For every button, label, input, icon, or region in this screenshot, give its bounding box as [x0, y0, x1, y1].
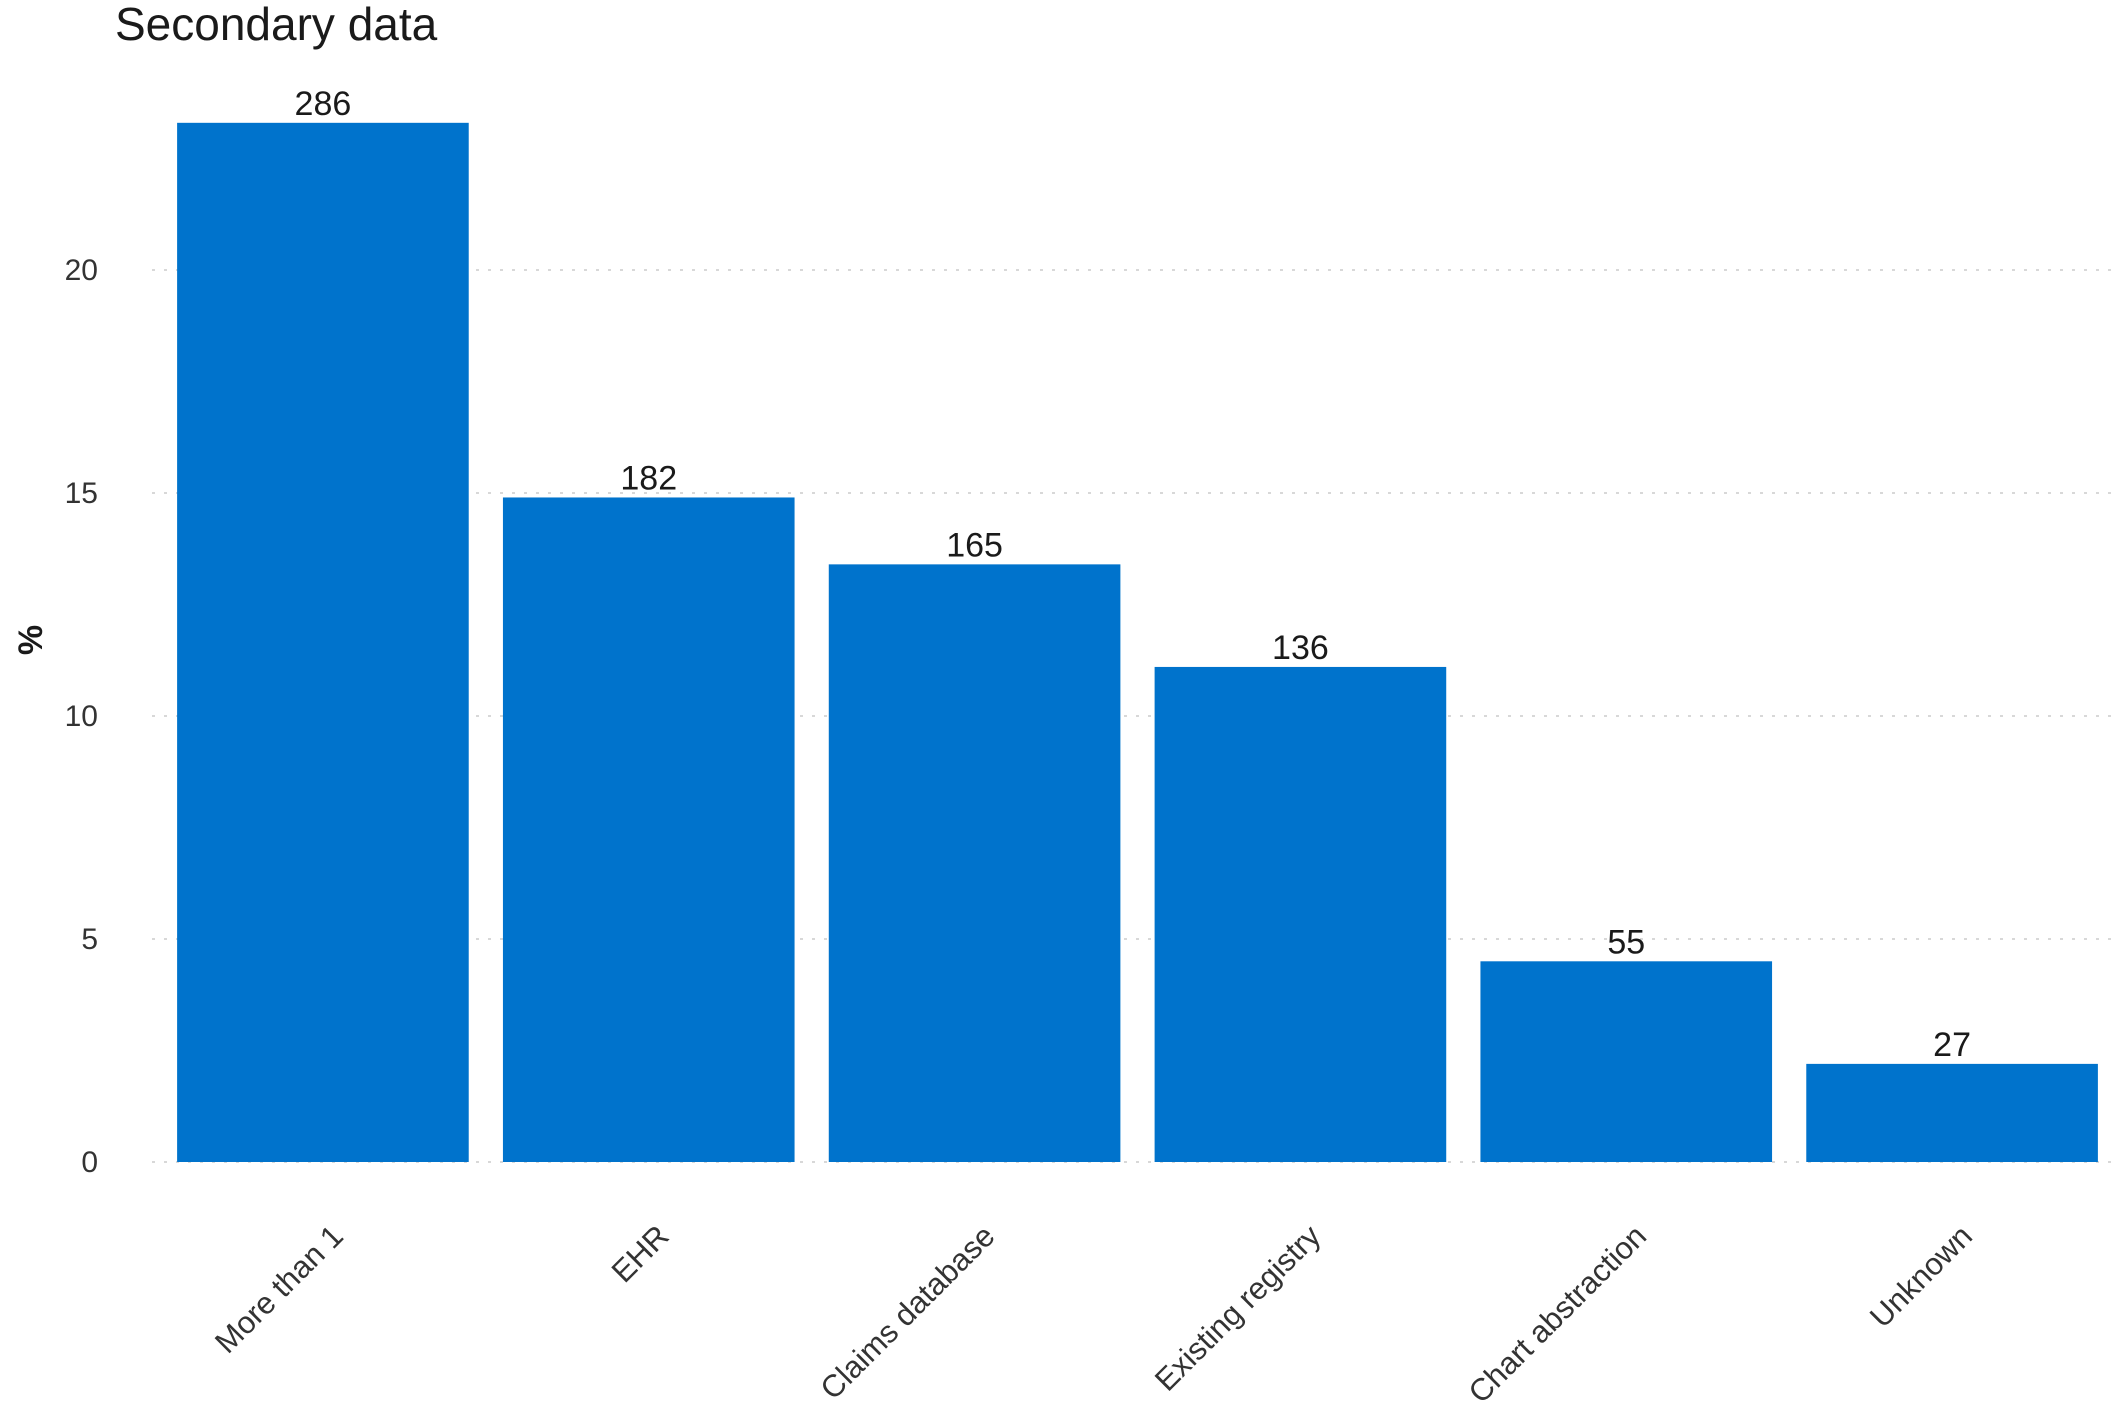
- bar: [1154, 666, 1447, 1162]
- data-label: 182: [620, 459, 677, 497]
- y-tick-label: 10: [65, 700, 98, 733]
- chart-title: Secondary data: [115, 0, 438, 50]
- data-label: 27: [1933, 1026, 1971, 1064]
- x-tick-label: EHR: [605, 1218, 676, 1289]
- y-axis-ticks: 0 5 10 15 20: [65, 254, 98, 1179]
- x-tick-label: Claims database: [814, 1218, 1002, 1406]
- bar: [177, 122, 469, 1163]
- bar: [502, 497, 795, 1163]
- data-label: 165: [946, 526, 1003, 564]
- bar: [1806, 1063, 2098, 1162]
- x-tick-label: Existing registry: [1148, 1218, 1328, 1398]
- bar: [1480, 961, 1773, 1162]
- data-label: 136: [1272, 629, 1329, 667]
- data-label: 286: [295, 85, 352, 123]
- y-tick-label: 0: [81, 1146, 98, 1179]
- data-labels: 286 182 165 136 55 27: [295, 85, 1971, 1064]
- bar: [828, 564, 1121, 1162]
- data-label: 55: [1607, 923, 1645, 961]
- bars: [177, 122, 2098, 1163]
- y-tick-label: 20: [65, 254, 98, 287]
- y-tick-label: 5: [81, 923, 98, 956]
- x-tick-label: Unknown: [1863, 1218, 1979, 1334]
- x-axis-categories: More than 1 EHR Claims database Existing re…: [208, 1218, 1979, 1410]
- x-tick-label: Chart abstraction: [1462, 1218, 1654, 1410]
- x-tick-label: More than 1: [208, 1218, 350, 1360]
- y-axis-label: %: [12, 625, 50, 655]
- y-tick-label: 15: [65, 477, 98, 510]
